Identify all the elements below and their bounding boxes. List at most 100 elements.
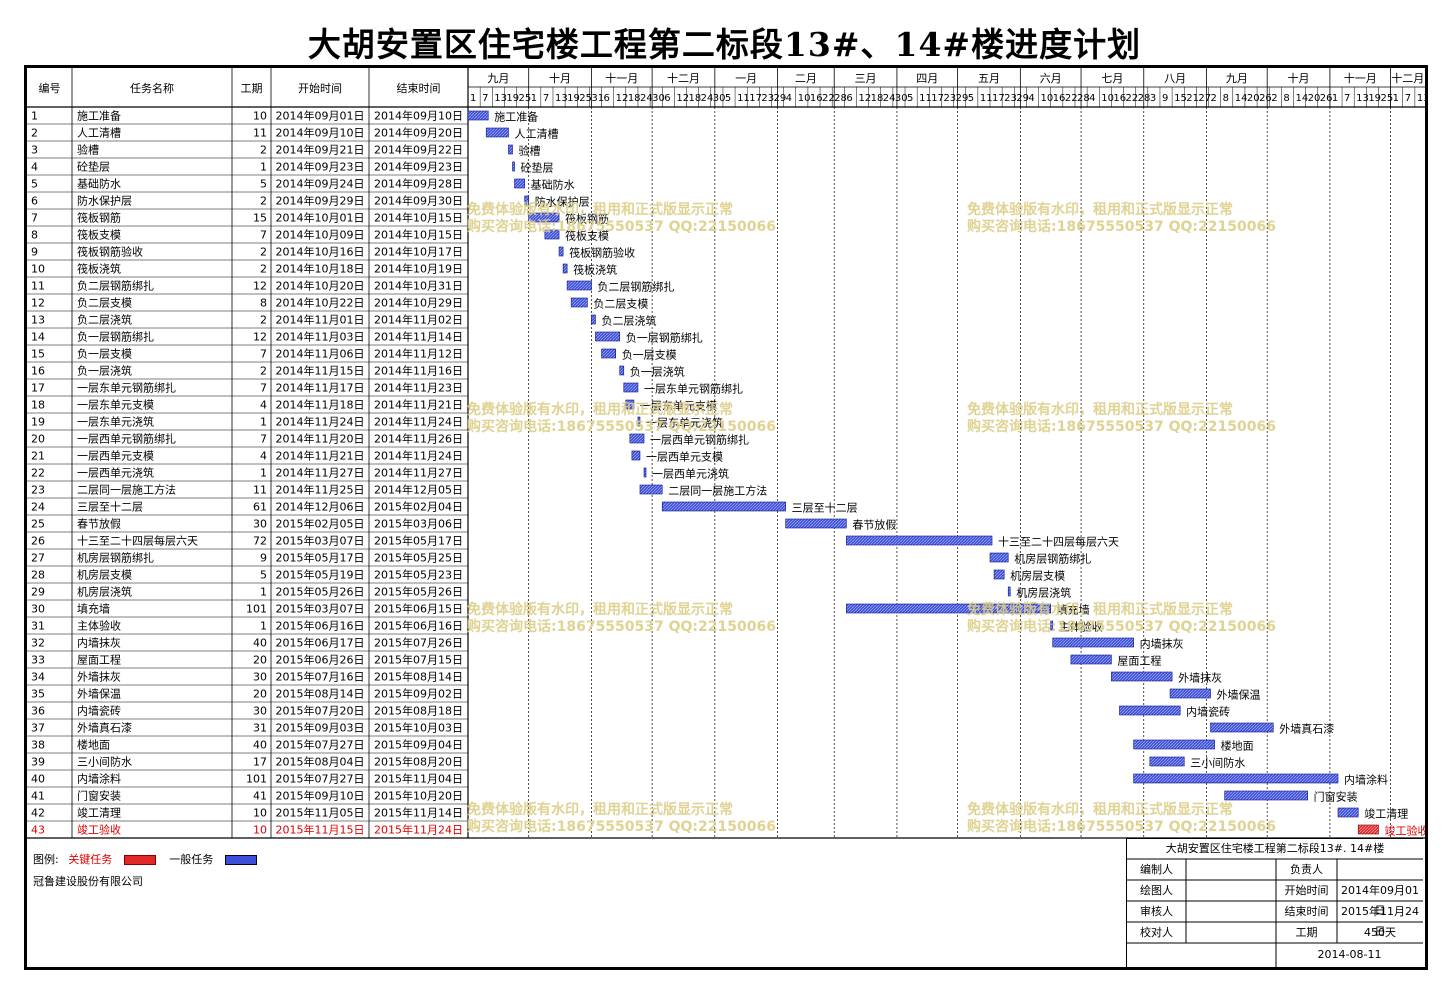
task-bar bbox=[639, 484, 663, 495]
cell-end: 2014年10月17日 bbox=[374, 245, 463, 259]
task-bar-label: 验槽 bbox=[519, 144, 541, 158]
day-tick-label: 19 bbox=[567, 93, 580, 104]
month-label: 四月 bbox=[916, 72, 938, 85]
day-tick-label: 2 bbox=[1271, 93, 1277, 104]
cell-duration: 1 bbox=[260, 620, 267, 633]
task-bar-label: 机房层浇筑 bbox=[1016, 586, 1071, 600]
cell-end: 2014年09月30日 bbox=[374, 194, 463, 208]
cell-start: 2015年06月26日 bbox=[276, 653, 365, 667]
task-bar bbox=[512, 161, 515, 172]
start-value: 2014年09月01日 bbox=[1341, 884, 1419, 917]
cell-start: 2015年09月03日 bbox=[276, 721, 365, 735]
lead-label: 负责人 bbox=[1290, 863, 1323, 876]
day-tick-label: 16 bbox=[810, 93, 823, 104]
gantt-frame: 编号 任务名称 工期 开始时间 结束时间 1 施工准备 10 2014年09月01日 2014年0… bbox=[24, 65, 1428, 970]
day-tick-label: 23 bbox=[1004, 93, 1017, 104]
cell-start: 2015年07月27日 bbox=[276, 738, 365, 752]
task-bar-label: 竣工验收 bbox=[1384, 824, 1425, 838]
day-tick-label: 21 bbox=[1186, 93, 1199, 104]
day-tick-label: 13 bbox=[555, 93, 568, 104]
task-bar bbox=[485, 127, 509, 138]
day-tick-label: 19 bbox=[506, 93, 519, 104]
day-tick-label: 26 bbox=[1259, 93, 1272, 104]
cell-start: 2014年11月17日 bbox=[276, 381, 365, 395]
cell-id: 26 bbox=[31, 535, 45, 548]
day-tick-label: 13 bbox=[1417, 93, 1425, 104]
cell-start: 2014年09月01日 bbox=[276, 109, 365, 123]
cell-duration: 72 bbox=[253, 535, 267, 548]
task-bar-label: 竣工清理 bbox=[1364, 807, 1408, 821]
day-tick-label: 20 bbox=[1308, 93, 1321, 104]
cell-name: 一层东单元浇筑 bbox=[77, 415, 154, 429]
column-header-id: 编号 bbox=[39, 81, 61, 95]
day-tick-label: 9 bbox=[1162, 93, 1168, 104]
duration-label: 工期 bbox=[1295, 926, 1318, 939]
cell-name: 人工清槽 bbox=[77, 127, 121, 140]
cell-start: 2015年08月04日 bbox=[276, 755, 365, 769]
task-bar-label: 负一层浇筑 bbox=[630, 365, 685, 379]
month-label: 八月 bbox=[1164, 72, 1186, 85]
cell-id: 17 bbox=[31, 382, 45, 395]
cell-start: 2015年07月20日 bbox=[276, 704, 365, 718]
task-bar bbox=[514, 178, 525, 189]
cell-start: 2015年07月27日 bbox=[276, 772, 365, 786]
task-bar-label: 负一层钢筋绑扎 bbox=[626, 331, 703, 345]
day-tick-label: 22 bbox=[1065, 93, 1078, 104]
day-tick-label: 30 bbox=[895, 93, 908, 104]
cell-end: 2014年11月12日 bbox=[374, 347, 463, 361]
cell-name: 主体验收 bbox=[77, 619, 121, 633]
day-tick-label: 10 bbox=[798, 93, 811, 104]
cell-id: 24 bbox=[31, 501, 45, 514]
task-bar-label: 外墙保温 bbox=[1217, 688, 1261, 702]
task-bar bbox=[989, 552, 1009, 563]
month-label: 十月 bbox=[549, 71, 571, 85]
cell-id: 23 bbox=[31, 484, 45, 497]
cell-name: 负二层钢筋绑扎 bbox=[77, 279, 154, 293]
cell-duration: 30 bbox=[253, 518, 267, 531]
day-tick-label: 1 bbox=[470, 93, 476, 104]
day-tick-label: 1 bbox=[531, 93, 537, 104]
cell-duration: 2 bbox=[260, 263, 267, 276]
cell-start: 2014年11月01日 bbox=[276, 313, 365, 327]
cell-name: 筏板钢筋验收 bbox=[77, 245, 143, 259]
cell-id: 20 bbox=[31, 433, 45, 446]
column-header-start: 开始时间 bbox=[298, 81, 342, 95]
task-bar bbox=[1149, 756, 1185, 767]
cell-id: 21 bbox=[31, 450, 45, 463]
cell-duration: 4 bbox=[260, 450, 267, 463]
cell-name: 机房层钢筋绑扎 bbox=[77, 551, 154, 565]
task-bar-label: 一层东单元支模 bbox=[640, 400, 717, 413]
cell-end: 2014年10月19日 bbox=[374, 262, 463, 276]
day-tick-label: 28 bbox=[834, 93, 847, 104]
cell-id: 34 bbox=[31, 671, 45, 684]
task-bar-label: 负一层支模 bbox=[622, 348, 677, 362]
legend-label: 图例: bbox=[33, 853, 59, 866]
cell-id: 29 bbox=[31, 586, 45, 599]
cell-id: 22 bbox=[31, 467, 45, 480]
cell-end: 2014年09月28日 bbox=[374, 177, 463, 191]
cell-name: 一层东单元支模 bbox=[77, 399, 154, 412]
task-bar-label: 一层西单元浇筑 bbox=[652, 467, 729, 481]
task-bar-label: 一层西单元钢筋绑扎 bbox=[650, 433, 749, 447]
task-bar-label: 外墙抹灰 bbox=[1178, 671, 1222, 685]
plan-date: 2014-08-11 bbox=[1317, 948, 1382, 961]
task-bar-label: 一层东单元浇筑 bbox=[646, 416, 723, 430]
task-bar bbox=[846, 535, 993, 546]
day-tick-label: 23 bbox=[943, 93, 956, 104]
day-tick-label: 13 bbox=[494, 93, 507, 104]
task-bar-label: 春节放假 bbox=[852, 518, 896, 532]
cell-id: 36 bbox=[31, 705, 45, 718]
cell-duration: 12 bbox=[253, 331, 267, 344]
cell-duration: 12 bbox=[253, 280, 267, 293]
cell-start: 2015年03月07日 bbox=[276, 602, 365, 616]
legend-critical-swatch bbox=[123, 855, 156, 865]
task-bar bbox=[846, 603, 1051, 614]
month-label: 十月 bbox=[1288, 71, 1310, 85]
day-tick-label: 10 bbox=[1101, 93, 1114, 104]
cell-name: 机房层浇筑 bbox=[77, 585, 132, 599]
task-bar bbox=[528, 212, 560, 223]
cell-end: 2014年11月16日 bbox=[374, 364, 463, 378]
cell-id: 35 bbox=[31, 688, 45, 701]
cell-start: 2015年06月16日 bbox=[276, 619, 365, 633]
cell-end: 2015年07月15日 bbox=[374, 653, 463, 667]
